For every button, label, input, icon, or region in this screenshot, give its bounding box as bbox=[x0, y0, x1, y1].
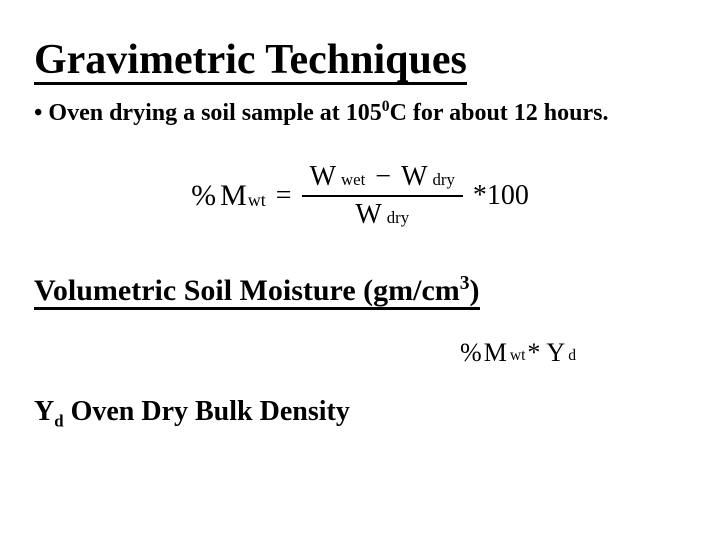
eq1-times100: *100 bbox=[473, 180, 529, 212]
eq1-Msub: wt bbox=[248, 190, 266, 211]
equation-moisture-weight: % Mwt = Wwet − Wdry Wdry *100 bbox=[34, 159, 686, 233]
eq1-percent: % bbox=[191, 179, 216, 213]
eq2-times: * bbox=[527, 338, 540, 368]
eq2-Y: Y bbox=[546, 338, 565, 368]
subtitle-before: Volumetric Soil Moisture (gm/cm bbox=[34, 274, 460, 307]
eq2-M: M bbox=[484, 338, 507, 368]
eq1-fraction: Wwet − Wdry Wdry bbox=[302, 159, 463, 233]
bottom-Ysub: d bbox=[54, 412, 63, 431]
bottom-Y: Y bbox=[34, 396, 54, 427]
eq1-den-W: W bbox=[355, 201, 381, 229]
eq1-equals: = bbox=[276, 180, 292, 212]
eq1-minus: − bbox=[375, 163, 391, 191]
bullet-text: • Oven drying a soil sample at 1050C for… bbox=[34, 97, 686, 129]
eq2-Msub: wt bbox=[510, 347, 526, 365]
bullet-superscript: 0 bbox=[382, 98, 390, 115]
eq1-Wwet-sub: wet bbox=[341, 172, 365, 189]
bullet-prefix: • Oven drying a soil sample at 105 bbox=[34, 100, 382, 126]
eq2-body: % Mwt * Yd bbox=[460, 338, 576, 368]
eq1-M: M bbox=[220, 179, 247, 213]
subtitle: Volumetric Soil Moisture (gm/cm3) bbox=[34, 275, 480, 310]
eq1-den-sub: dry bbox=[387, 210, 409, 227]
bulk-density-line: Yd Oven Dry Bulk Density bbox=[34, 396, 686, 428]
eq1-denominator: Wdry bbox=[347, 197, 417, 233]
eq1-Mwt: Mwt bbox=[220, 179, 266, 213]
bottom-rest: Oven Dry Bulk Density bbox=[64, 396, 350, 427]
eq1-Wwet-W: W bbox=[310, 163, 336, 191]
subtitle-after: ) bbox=[470, 274, 480, 307]
subtitle-sup: 3 bbox=[460, 273, 470, 294]
equation-volumetric: % Mwt * Yd bbox=[34, 338, 686, 368]
eq1-body: % Mwt = Wwet − Wdry Wdry *100 bbox=[191, 159, 529, 233]
page-title: Gravimetric Techniques bbox=[34, 38, 467, 85]
eq1-numerator: Wwet − Wdry bbox=[302, 159, 463, 195]
eq2-Ysub: d bbox=[568, 347, 576, 365]
eq1-Wdry-sub: dry bbox=[433, 172, 455, 189]
eq1-Wdry-W: W bbox=[401, 163, 427, 191]
eq2-percent: % bbox=[460, 338, 482, 368]
bullet-suffix: C for about 12 hours. bbox=[390, 100, 609, 126]
